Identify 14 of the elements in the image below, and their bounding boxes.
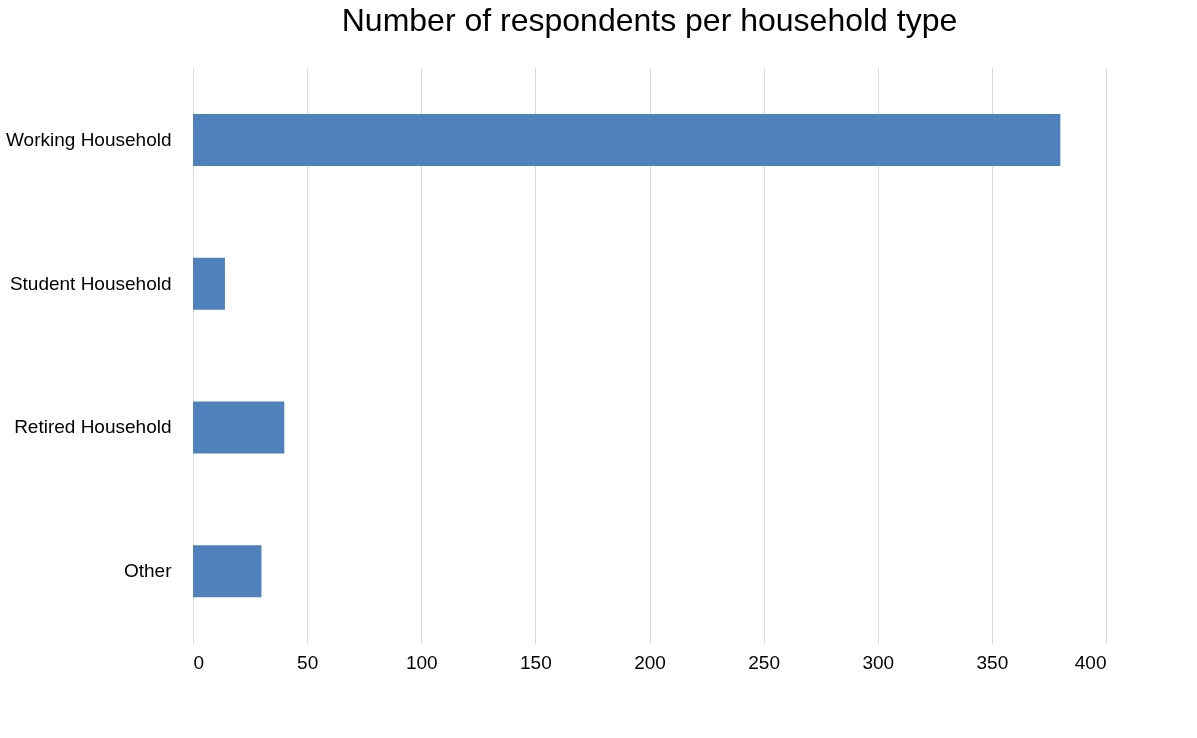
x-tick-label: 350	[976, 651, 1009, 673]
x-tick-label: 400	[1074, 651, 1107, 673]
x-tick-label: 300	[862, 651, 895, 673]
x-tick-label: 100	[405, 651, 438, 673]
y-tick-label: Working Household	[6, 128, 172, 150]
y-tick-label: Student Household	[9, 272, 172, 294]
x-tick-label: 50	[297, 651, 319, 673]
x-tick-label: 250	[748, 651, 780, 673]
chart-title: Number of respondents per household type	[341, 2, 958, 38]
y-tick-label: Retired Household	[14, 416, 172, 438]
y-tick-label: Other	[123, 560, 173, 582]
x-tick-label: 0	[193, 651, 205, 673]
x-tick-label: 200	[634, 651, 666, 673]
x-tick-label: 150	[520, 651, 552, 673]
